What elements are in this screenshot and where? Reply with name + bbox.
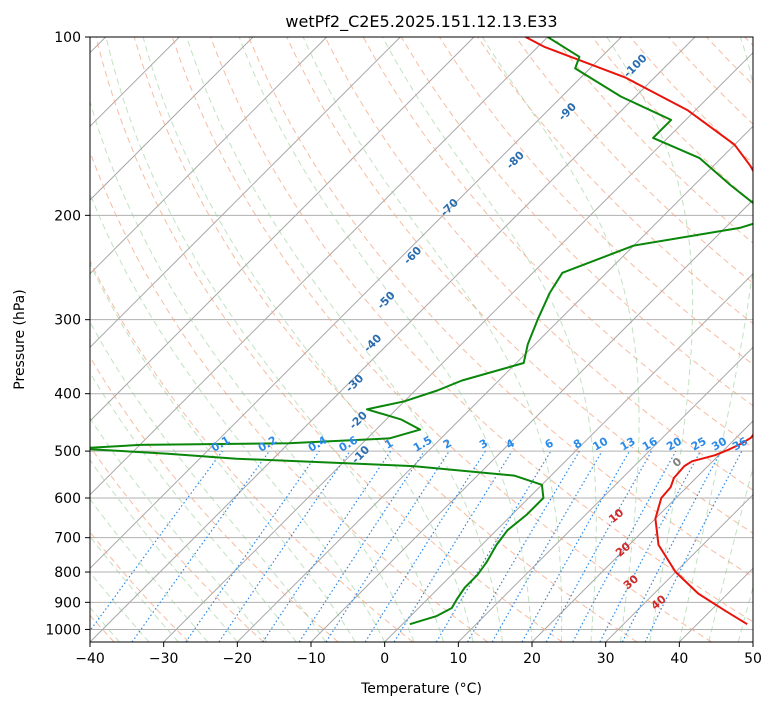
isotherm-line	[90, 37, 475, 422]
moist-adiabat-line	[708, 466, 753, 642]
moist-adiabat-line	[90, 321, 327, 642]
moist-adiabat-line	[142, 37, 474, 642]
y-tick-label: 700	[54, 531, 81, 547]
y-tick-label: 500	[54, 444, 81, 460]
profile-series	[90, 37, 753, 626]
y-tick-label: 800	[54, 565, 81, 581]
y-tick-label: 600	[54, 491, 81, 507]
moist-adiabat-line	[90, 192, 386, 642]
isotherm-line	[531, 420, 753, 642]
dry-adiabat-line	[95, 37, 563, 642]
background-lines	[90, 37, 753, 642]
x-tick-label: −30	[149, 651, 179, 667]
x-tick-label: 10	[449, 651, 467, 667]
dry-adiabat-line	[515, 37, 753, 284]
y-tick-label: 300	[54, 313, 81, 329]
y-tick-label: 100	[54, 30, 81, 46]
chart-title: wetPf2_C2E5.2025.151.12.13.E33	[285, 12, 557, 32]
isotherm-line	[90, 37, 328, 275]
mixing-ratio-line	[572, 450, 677, 642]
mixing-ratio-line	[218, 450, 351, 642]
moist-adiabat-line	[678, 37, 753, 642]
isotherm-line	[90, 37, 549, 496]
x-axis-label: Temperature (°C)	[360, 681, 482, 697]
x-tick-label: 30	[597, 651, 615, 667]
dry-adiabat-line	[90, 445, 264, 642]
moist-adiabat-line	[186, 37, 503, 642]
isotherm-line	[605, 493, 753, 642]
moist-adiabat-line	[481, 37, 640, 642]
moist-adiabat-line	[90, 535, 179, 642]
x-tick-label: −40	[75, 651, 105, 667]
moist-adiabat-line	[90, 459, 238, 642]
dry-adiabat-line	[324, 37, 753, 491]
mixing-ratio-line	[185, 450, 320, 642]
dry-adiabat-line	[210, 37, 753, 623]
moist-adiabat-line	[90, 371, 297, 642]
isotherm-line	[163, 51, 753, 642]
moist-adiabat-line	[90, 498, 209, 642]
mixing-ratio-line	[644, 450, 743, 642]
plot-frame	[89, 36, 754, 643]
dry-adiabat-line	[90, 259, 414, 642]
x-tick-label: −20	[223, 651, 253, 667]
y-axis-label: Pressure (hPa)	[12, 289, 28, 389]
dewpoint-profile-line	[90, 37, 753, 626]
x-tick-label: −10	[296, 651, 326, 667]
x-tick-label: 0	[380, 651, 389, 667]
dry-adiabat-line	[133, 37, 638, 642]
mixing-ratio-line	[393, 450, 513, 642]
mixing-ratio-line	[131, 450, 270, 642]
mixing-ratio-line	[545, 450, 653, 642]
isotherm-line	[90, 37, 254, 201]
moist-adiabat-line	[737, 585, 753, 642]
moist-adiabat-line	[606, 37, 694, 642]
mixing-ratio-line	[521, 450, 631, 642]
y-tick-label: 400	[54, 387, 81, 403]
x-tick-label: 40	[670, 651, 688, 667]
isotherm-line	[90, 37, 622, 570]
isotherm-line	[236, 125, 753, 642]
moist-adiabat-line	[382, 37, 597, 642]
moist-adiabat-line	[105, 37, 445, 642]
mixing-ratio-line	[325, 450, 450, 642]
axes: −40 −30 −20 −10 0 10 20 30 40 50 100 200 300 400 500 60…	[45, 30, 762, 667]
mixing-ratio-line	[262, 450, 392, 642]
dry-adiabat-line	[171, 37, 712, 642]
isotherm-line	[90, 37, 401, 349]
isotherm-line	[457, 346, 753, 642]
moist-adiabat-line	[90, 262, 356, 642]
moist-adiabat-line	[90, 99, 415, 642]
moist-adiabat-line	[90, 417, 268, 642]
dry-adiabat-line	[286, 37, 753, 534]
y-tick-label: 900	[54, 595, 81, 611]
x-tick-label: 50	[744, 651, 762, 667]
x-tick-label: 20	[523, 651, 541, 667]
isotherm-line	[384, 272, 753, 642]
temperature-profile-line	[525, 37, 753, 626]
moist-adiabat-line	[302, 37, 563, 642]
y-tick-label: 200	[54, 208, 81, 224]
isotherm-line	[90, 37, 696, 642]
dry-adiabat-line	[248, 37, 753, 578]
y-tick-label: 1000	[45, 622, 81, 638]
mixing-ratio-line	[90, 450, 223, 632]
dry-adiabat-line	[90, 356, 339, 642]
mixing-ratio-line	[298, 450, 425, 642]
moist-adiabat-line	[238, 37, 533, 642]
